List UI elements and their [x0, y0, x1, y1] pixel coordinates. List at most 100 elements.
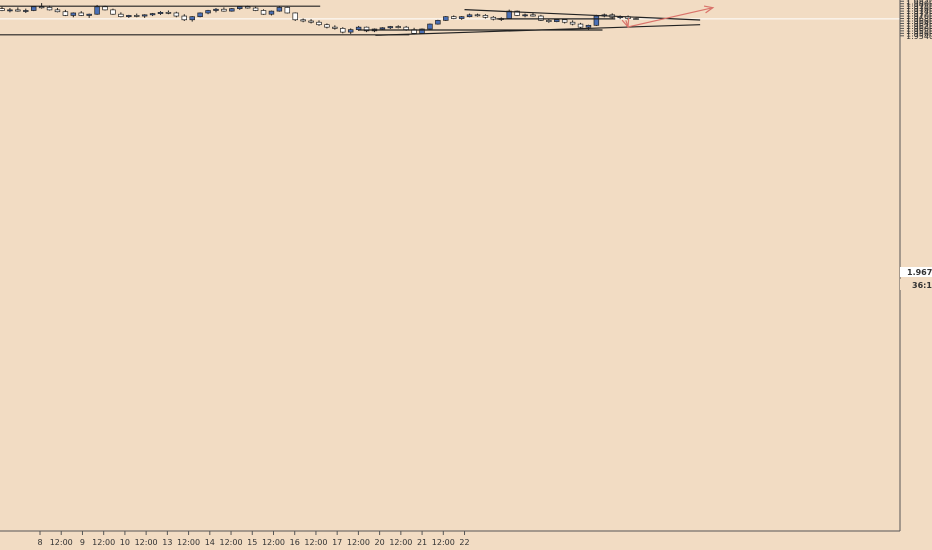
candle-body — [546, 20, 552, 22]
candle — [522, 13, 528, 18]
candle — [0, 6, 5, 12]
candle — [54, 8, 61, 13]
candle-body — [110, 9, 116, 15]
y-tick-label: 1.95800 — [906, 27, 932, 36]
candle — [324, 23, 330, 29]
candle-body — [490, 16, 497, 20]
candle-body — [213, 8, 219, 11]
candle-body — [244, 6, 251, 9]
candle-body — [363, 26, 370, 32]
candle — [466, 13, 473, 18]
candle-body — [237, 6, 243, 9]
candle-body — [78, 12, 84, 16]
candle — [340, 27, 346, 34]
candle — [197, 12, 203, 18]
candle — [347, 28, 354, 34]
x-axis: 8 12:00 9 12:00 10 12:00 13 12:00 14 12:00 15 12:00… — [0, 530, 900, 547]
x-tick-label: 21 — [417, 538, 427, 547]
candle-body — [450, 16, 457, 19]
candle-body — [0, 8, 5, 11]
candle — [458, 16, 465, 20]
candle-body — [522, 14, 528, 17]
candle — [443, 16, 449, 21]
x-tick-label: 12:00 — [432, 538, 455, 547]
candle-body — [205, 10, 211, 14]
candle — [427, 23, 433, 30]
y-tick-label: 1.97400 — [906, 7, 932, 16]
candle-body — [141, 14, 148, 17]
candle — [308, 19, 314, 24]
candle-body — [292, 12, 298, 21]
candle — [276, 6, 283, 12]
candle — [7, 8, 13, 13]
candle — [585, 24, 592, 31]
x-tick-label: 12:00 — [177, 538, 200, 547]
candle — [530, 12, 536, 17]
candle-body — [70, 12, 77, 16]
countdown-label: 36:16 — [912, 281, 932, 290]
candle-body — [395, 26, 401, 28]
candle — [229, 8, 235, 12]
candle — [70, 12, 77, 18]
candle — [593, 14, 600, 26]
candle-body — [530, 14, 536, 17]
candle-body — [403, 26, 409, 30]
candle — [260, 9, 267, 15]
candle — [181, 14, 188, 21]
candle-body — [46, 7, 53, 11]
candle — [316, 20, 322, 26]
candle — [141, 14, 148, 18]
y-tick-label: 1.95600 — [906, 29, 932, 38]
candle — [165, 10, 172, 15]
candle-body — [157, 11, 164, 14]
current-price-label: 1.96770 — [907, 268, 932, 277]
candle-body — [458, 16, 465, 19]
candle-body — [569, 21, 576, 25]
candle — [237, 6, 243, 10]
candle — [300, 18, 306, 23]
candle — [189, 16, 195, 22]
x-tick-label: 8 — [37, 538, 42, 547]
candle-body — [38, 6, 45, 9]
candle — [419, 28, 425, 34]
trend-line — [375, 24, 701, 36]
candle — [221, 7, 227, 12]
candle-body — [7, 9, 13, 12]
candle — [577, 22, 584, 29]
y-tick-label: 1.96200 — [906, 22, 932, 31]
candle-body — [347, 29, 354, 33]
candle-body — [181, 15, 188, 21]
candle-body — [443, 16, 449, 21]
candle — [213, 8, 219, 13]
y-tick-label: 1.96600 — [906, 17, 932, 26]
candle-body — [149, 13, 156, 16]
candle-body — [466, 14, 473, 18]
candle-body — [260, 10, 267, 15]
candle — [490, 16, 497, 21]
candle-body — [324, 24, 330, 28]
candle — [157, 11, 164, 15]
x-tick-label: 9 — [80, 538, 85, 547]
candle — [62, 9, 69, 17]
candle-body — [538, 15, 544, 21]
candle-body — [221, 8, 227, 12]
candle — [450, 15, 457, 20]
candle-body — [86, 13, 92, 16]
y-tick-label: 1.96800 — [906, 15, 932, 24]
candle — [395, 25, 401, 29]
candle-body — [427, 23, 433, 30]
candle-body — [276, 7, 283, 12]
x-tick-label: 12:00 — [389, 538, 412, 547]
candle — [387, 25, 394, 30]
candle-body — [23, 10, 29, 12]
y-tick-label: 1.98200 — [906, 0, 932, 6]
candle-body — [340, 28, 346, 33]
candle-body — [165, 11, 172, 14]
candle-body — [126, 15, 132, 18]
candle-body — [355, 26, 362, 30]
x-tick-label: 12:00 — [135, 538, 158, 547]
x-tick-label: 12:00 — [220, 538, 243, 547]
y-tick-label: 1.98000 — [906, 0, 932, 9]
candle-body — [316, 21, 322, 26]
